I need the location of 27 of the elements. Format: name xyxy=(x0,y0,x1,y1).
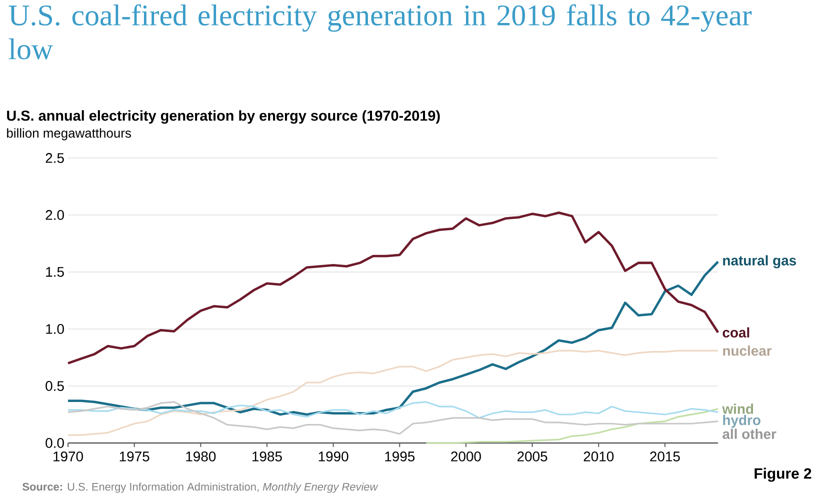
series-label: all other xyxy=(722,428,776,440)
x-tick-label: 2015 xyxy=(650,452,680,462)
x-tick-label: 2010 xyxy=(584,452,614,462)
series-label: coal xyxy=(722,327,750,338)
y-tick-label: 1.5 xyxy=(46,267,64,277)
y-tick-label: 0.5 xyxy=(46,381,64,391)
series-label: hydro xyxy=(723,414,760,428)
x-tick-label: 1985 xyxy=(252,452,282,462)
x-tick-label: 1990 xyxy=(318,452,348,462)
x-tick-label: 1995 xyxy=(385,452,415,462)
caption: Figure 2 xyxy=(754,468,812,482)
series-label: wind xyxy=(722,404,754,414)
series-label: nuclear xyxy=(723,346,772,356)
series-label: natural gas xyxy=(723,255,796,268)
chart-subtitle: U.S. annual electricity generation by energy source (1970-2019) xyxy=(7,110,440,124)
x-tick-label: 2005 xyxy=(517,452,548,462)
y-axis-title: billion megawatthours xyxy=(7,128,131,140)
y-tick-label: 2.5 xyxy=(46,153,64,163)
x-tick-label: 1975 xyxy=(120,452,150,462)
x-tick-label: 1980 xyxy=(186,452,216,462)
y-tick-label: 0.0 xyxy=(46,438,64,448)
y-tick-label: 2.0 xyxy=(46,210,64,220)
y-tick-label: 1.0 xyxy=(46,324,64,334)
chart-title: U.S. coal-fired electricity generation in 2019 falls to 42-year low xyxy=(8,4,752,60)
x-tick-label: 2000 xyxy=(451,452,481,462)
text: Source: U.S. Energy Information Administration, Monthly Energy Review xyxy=(22,482,378,493)
x-tick-label: 1970 xyxy=(54,452,83,462)
